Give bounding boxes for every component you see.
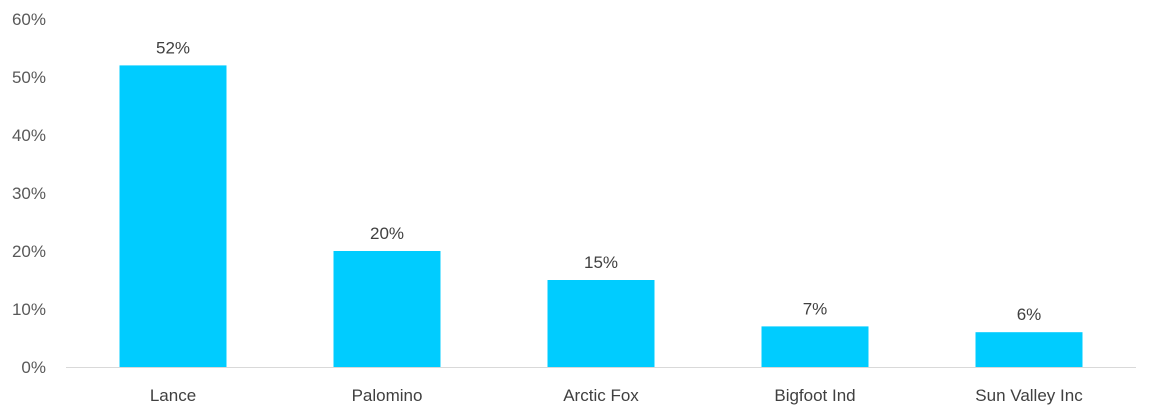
y-axis: 0% 10% 20% 30% 40% 50% 60% <box>12 10 46 377</box>
data-label: 6% <box>1017 305 1042 324</box>
y-tick-label: 0% <box>21 358 46 377</box>
data-label: 52% <box>156 38 190 57</box>
x-category-label: Lance <box>150 386 196 405</box>
x-category-label: Bigfoot Ind <box>774 386 855 405</box>
bar <box>119 65 227 368</box>
y-tick-label: 50% <box>12 68 46 87</box>
x-category-label: Arctic Fox <box>563 386 639 405</box>
data-label: 20% <box>370 224 404 243</box>
y-tick-label: 40% <box>12 126 46 145</box>
bar <box>761 326 869 367</box>
y-tick-label: 30% <box>12 184 46 203</box>
x-axis: Lance Palomino Arctic Fox Bigfoot Ind Sun Va… <box>66 367 1136 405</box>
x-category-label: Palomino <box>352 386 423 405</box>
data-label: 15% <box>584 253 618 272</box>
x-category-label: Sun Valley Inc <box>975 386 1083 405</box>
y-tick-label: 10% <box>12 300 46 319</box>
bars <box>119 65 1083 368</box>
y-tick-label: 20% <box>12 242 46 261</box>
y-tick-label: 60% <box>12 10 46 29</box>
bar <box>975 332 1083 367</box>
data-label: 7% <box>803 299 828 318</box>
data-labels: 52% 20% 15% 7% 6% <box>156 38 1041 324</box>
bar <box>333 251 441 367</box>
bar <box>547 280 655 367</box>
